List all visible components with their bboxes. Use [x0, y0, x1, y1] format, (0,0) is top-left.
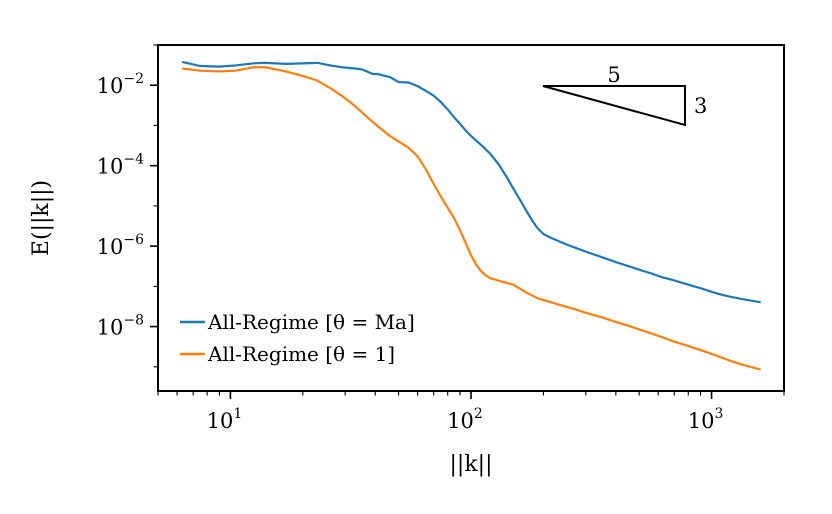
x-tick-label: 103	[688, 406, 724, 433]
triangle-rise-label: 3	[694, 94, 707, 118]
y-tick-label: 10−4	[97, 152, 144, 179]
y-axis: 10−210−410−610−8	[97, 44, 158, 368]
x-tick-label: 101	[207, 406, 243, 433]
x-axis-label: ||k||	[450, 452, 493, 477]
y-tick-exponent: −4	[123, 152, 144, 168]
slope-triangle: 53	[542, 63, 707, 127]
y-tick-exponent: −2	[123, 71, 144, 87]
x-tick-exponent: 1	[233, 406, 242, 422]
x-tick-exponent: 2	[474, 406, 483, 422]
y-tick-exponent: −8	[123, 313, 144, 329]
x-tick-base: 10	[688, 409, 715, 433]
axes-frame	[157, 44, 785, 392]
series-line-1	[181, 60, 761, 304]
x-tick-exponent: 3	[714, 406, 723, 422]
y-tick-base: 10	[97, 155, 124, 179]
y-tick-label: 10−2	[97, 71, 144, 98]
plot-area	[181, 60, 761, 371]
x-tick-base: 10	[447, 409, 474, 433]
y-axis-label: E(||k||)	[29, 180, 54, 256]
legend-label-2: All-Regime [θ = 1]	[207, 342, 395, 366]
y-tick-base: 10	[97, 316, 124, 340]
y-tick-base: 10	[97, 235, 124, 259]
y-tick-label: 10−8	[97, 313, 144, 340]
x-axis: 101 102 103	[157, 391, 785, 433]
y-tick-label: 10−6	[97, 232, 144, 259]
x-tick-base: 10	[207, 409, 234, 433]
triangle-run-label: 5	[607, 63, 620, 87]
legend: All-Regime [θ = Ma] All-Regime [θ = 1]	[180, 310, 415, 366]
y-tick-base: 10	[97, 74, 124, 98]
legend-label-1: All-Regime [θ = Ma]	[207, 310, 415, 334]
x-tick-label: 102	[447, 406, 483, 433]
series-line-2	[182, 66, 761, 371]
slope-triangle-shape	[542, 85, 686, 127]
y-tick-exponent: −6	[123, 232, 144, 248]
